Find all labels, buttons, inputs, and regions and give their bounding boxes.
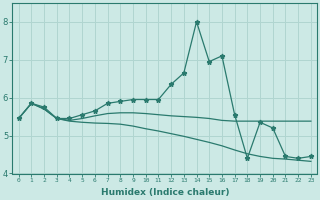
X-axis label: Humidex (Indice chaleur): Humidex (Indice chaleur) (100, 188, 229, 197)
